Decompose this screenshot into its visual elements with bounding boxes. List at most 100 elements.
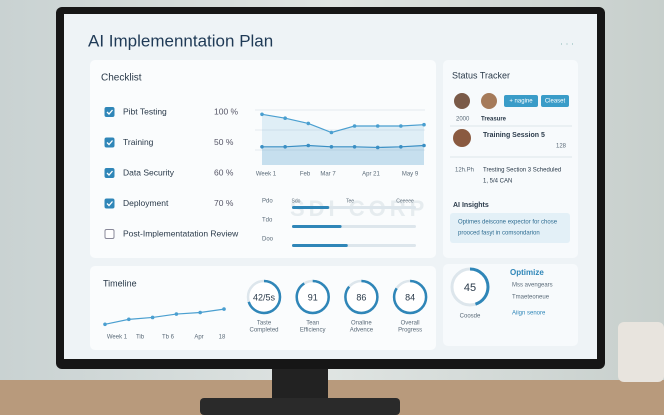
insights-box [450,213,570,243]
label: 1, 5/4 CAN [483,179,512,185]
optimize-line: Mss avengears [512,283,553,289]
point [329,145,334,149]
meta: 12h.Ph [455,168,474,174]
point [260,112,264,117]
line [262,144,425,149]
timeline-chart: Week 1 Tib Tb 6 Apr 18 [103,307,226,341]
avatar [453,129,471,147]
avatar [454,93,470,109]
avatar [481,93,497,109]
checkmark [106,109,113,115]
optimize-line: Tmaeteoneue [512,295,550,301]
label: Treasure [481,117,507,123]
ring-label: 86 [356,292,366,302]
ring-label: 42/5s [253,292,276,302]
ring-label: 84 [405,292,415,302]
checklist-items: Pibt Testing 100 % Training 50 % Data Securi… [104,106,239,239]
progress-rows: Sdo Tee Ceeeee Pdo Tdo Doo [262,198,416,247]
area [262,114,424,165]
point [352,145,357,149]
point [283,116,287,120]
label: Tresting Section 3 Scheduled [483,168,561,174]
point [174,312,179,316]
item-label: Pibt Testing [123,106,167,116]
column-label: Ceeeee [396,198,414,204]
bar [292,244,348,247]
checkmark [106,170,113,176]
point [306,121,311,126]
ring-label: 45 [464,282,476,294]
item-percent: 50 % [214,137,234,147]
button-label[interactable]: Cleaset [545,99,566,105]
point [260,145,264,149]
point [306,143,311,148]
optimize-link[interactable]: Aiign senore [512,311,546,317]
point [422,122,426,127]
x-label: Tb 6 [162,335,175,341]
checkmark [106,201,113,207]
x-label: Apr 21 [362,172,380,178]
button[interactable] [541,95,569,107]
ring-caption: Taste [257,321,272,327]
ring-caption: Progress [398,328,422,334]
optimize-ring: 45 [450,267,490,307]
x-label: Tib [136,335,145,341]
meta: 128 [556,144,567,150]
checkmark [106,140,113,146]
monitor-neck [272,366,328,400]
mug [618,322,664,382]
point [127,317,131,322]
checkbox[interactable] [104,107,115,117]
x-label: Apr [194,335,203,341]
ring-label: 91 [308,292,318,302]
ring-caption: Completed [249,328,278,334]
button[interactable] [504,95,538,107]
point [375,124,380,128]
x-label: Week 1 [256,172,277,178]
ring-caption: Onaline [351,321,372,327]
checkbox[interactable] [104,168,115,178]
meta: 2000 [456,117,470,123]
checkbox[interactable] [104,198,115,209]
ring-caption: Efficiency [300,328,326,334]
ring-caption: Tean [306,321,319,327]
point [399,124,403,128]
menu-dots[interactable]: · · · [560,38,574,48]
bar [292,206,330,209]
title: AI Implemenntation Plan [88,31,273,50]
item-label: Deployment [123,198,169,208]
ring-progress [295,279,330,315]
item-percent: 60 % [214,167,234,177]
x-label: May 9 [402,172,419,178]
button-label[interactable]: + nagine [509,99,533,105]
ring-progress [450,267,490,307]
x-label: Mar 7 [320,172,336,178]
checkbox[interactable] [104,137,115,148]
ring-progress [344,279,379,315]
x-label: Feb [300,172,311,178]
ring-progress [246,279,282,315]
area [262,145,424,165]
point [283,145,287,149]
point [103,322,107,327]
column-label: Tee [346,198,354,204]
point [422,143,426,148]
insight-line: prooced fasyt in comsondarion [458,231,540,237]
item-label: Training [123,137,154,147]
item-label: Data Security [123,167,175,177]
point [222,307,226,311]
item-percent: 70 % [214,198,234,208]
line [261,113,425,134]
label: Training Session 5 [483,132,545,139]
point [198,310,202,315]
checkbox[interactable] [104,229,115,239]
insight-line: Optimes deiscone expector for chose [458,220,558,226]
column-label: Sdo [292,198,301,204]
item-label: Post-Implementatation Review [123,228,239,238]
point [399,145,403,149]
row-label: Pdo [262,199,273,205]
line [104,308,225,325]
